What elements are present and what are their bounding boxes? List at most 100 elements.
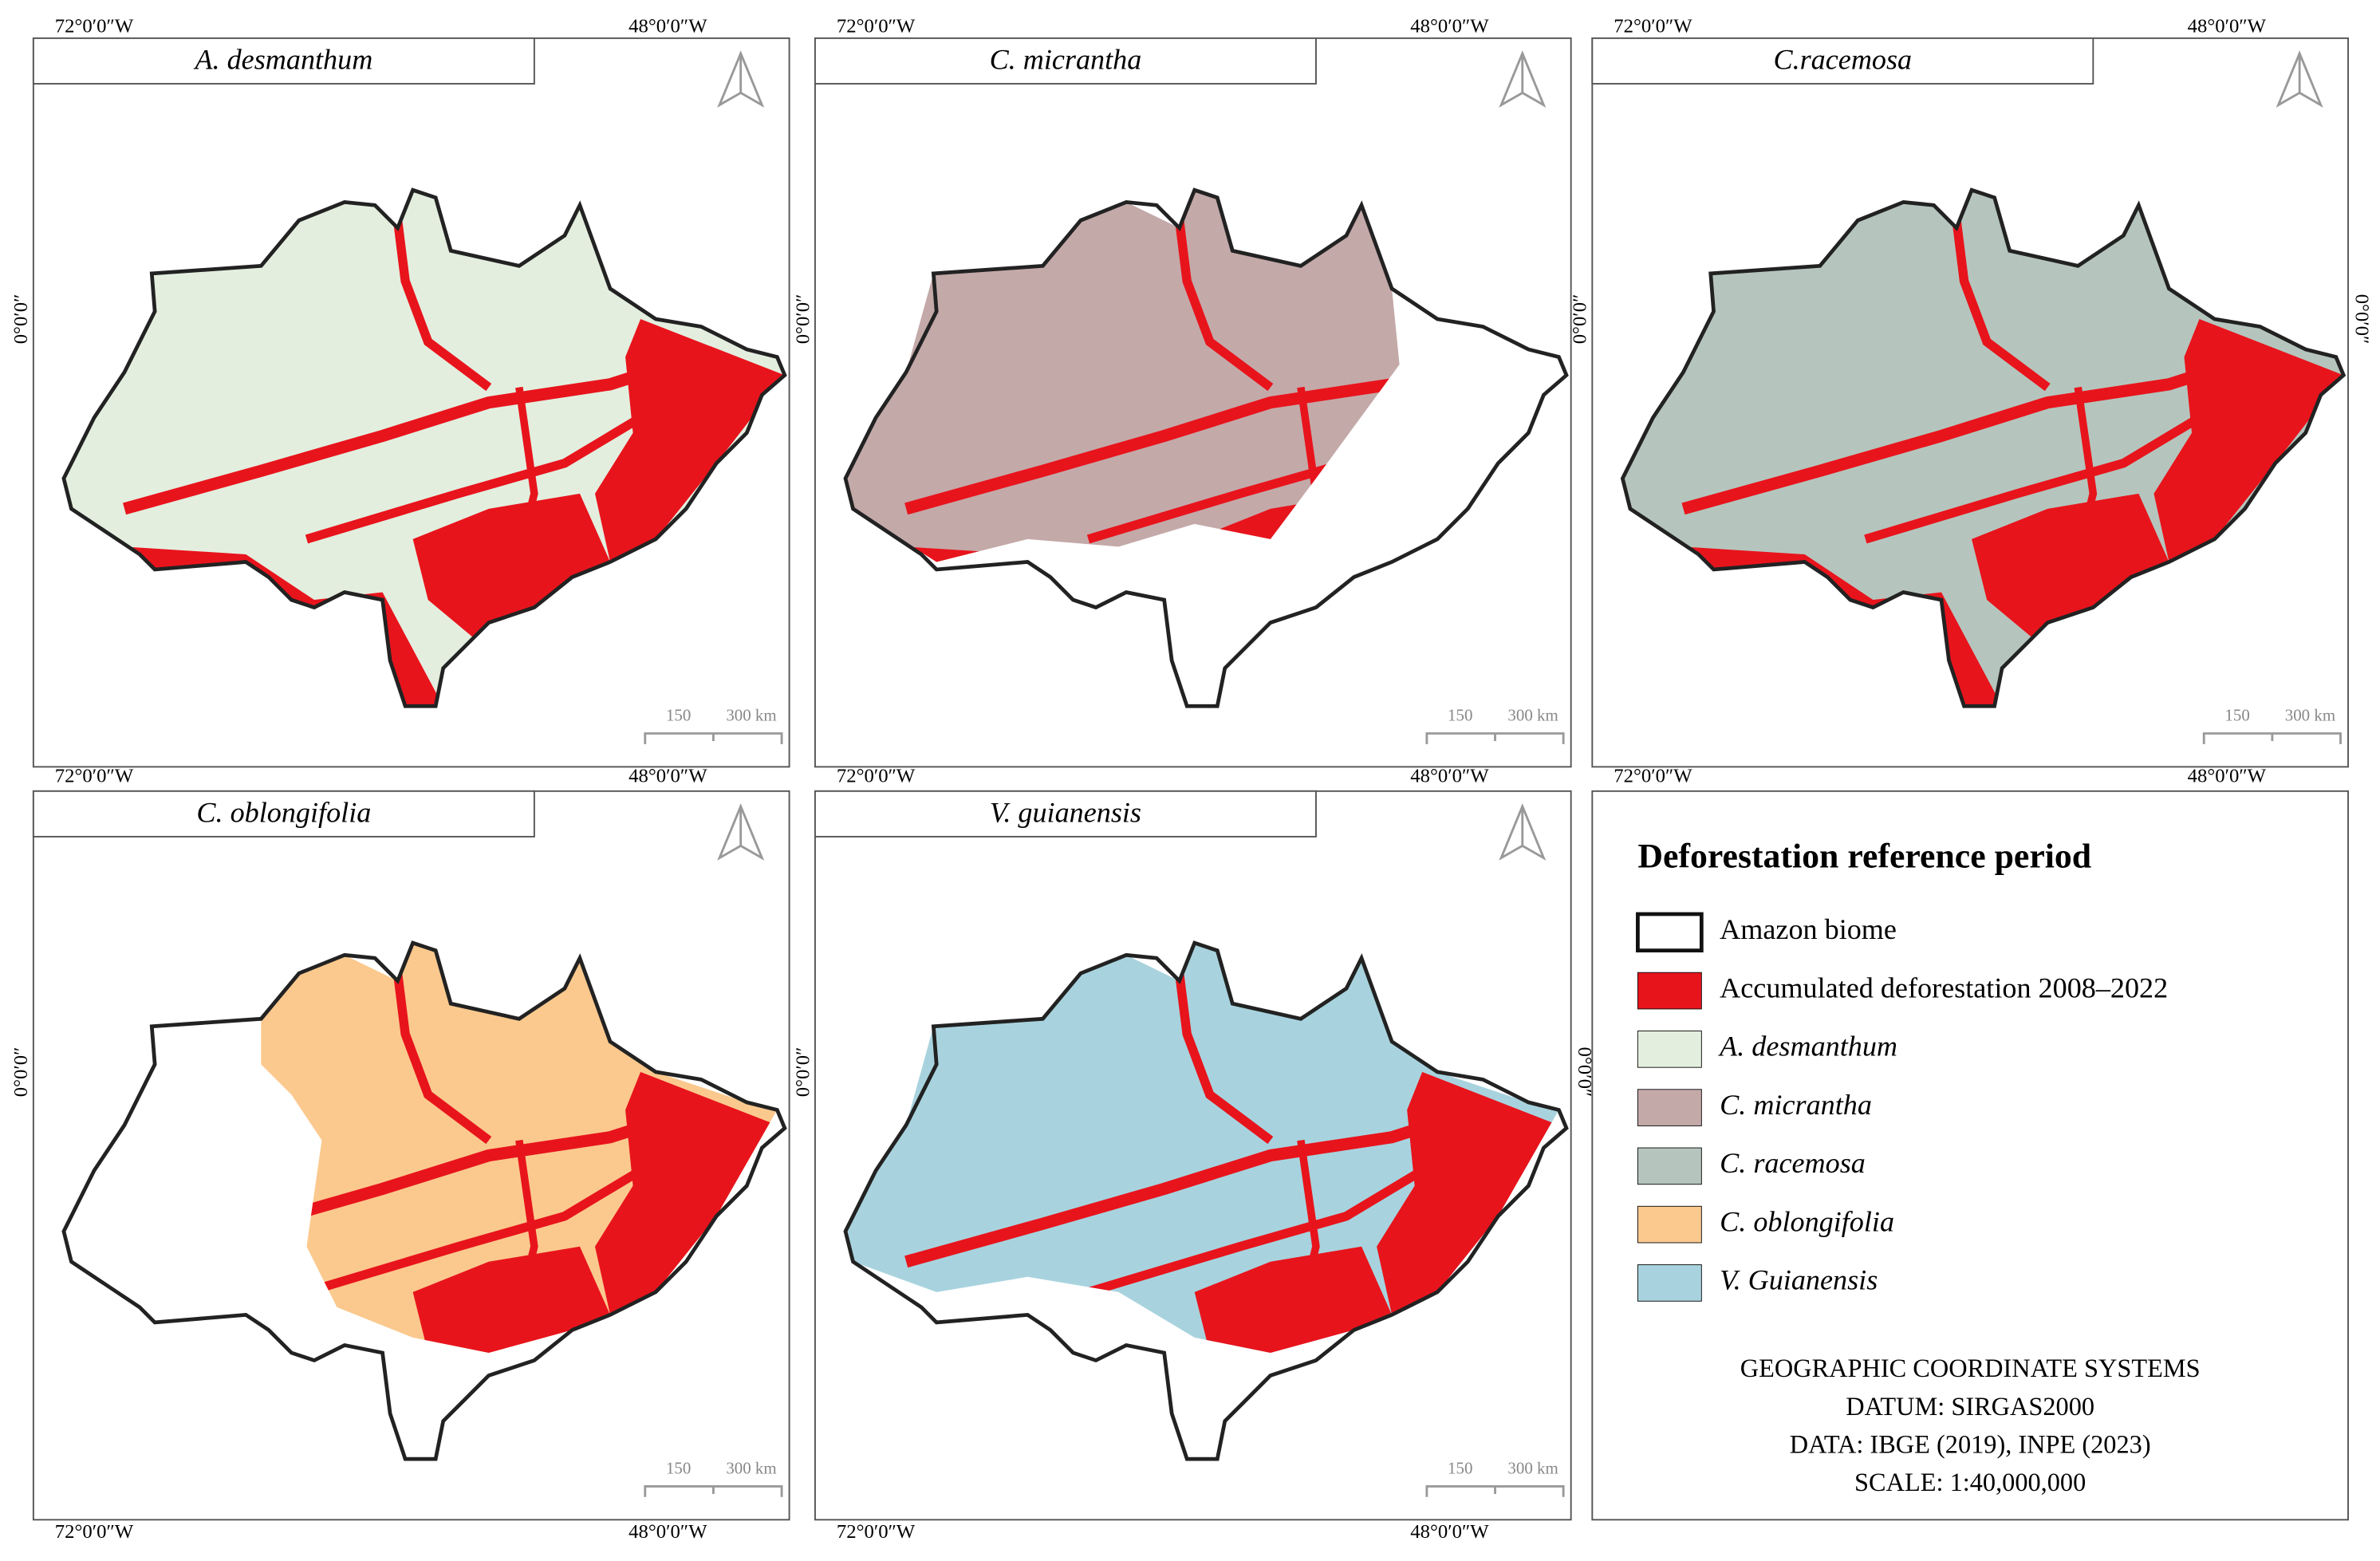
deforestation-area xyxy=(1681,354,2247,515)
deforestation-area xyxy=(904,1107,1470,1268)
scale-label: 150 xyxy=(666,705,691,724)
deforestation-area xyxy=(2074,386,2098,556)
scale-label: 300 km xyxy=(1507,1458,1558,1477)
deforestation-area xyxy=(1972,493,2169,638)
longitude-label: 72°0′0″W xyxy=(1614,15,1692,37)
scale-label: 150 xyxy=(2224,705,2249,724)
legend-label: V. Guianensis xyxy=(1720,1264,1878,1296)
biome-outline xyxy=(1620,187,2347,708)
deforestation-area xyxy=(305,413,644,544)
legend-footer: SCALE: 1:40,000,000 xyxy=(1854,1468,2086,1496)
title-box xyxy=(1591,37,2094,85)
deforestation xyxy=(1681,219,2344,707)
deforestation-area xyxy=(1175,972,1274,1145)
map-panel: A. desmanthum 150 300 km 72°0′0″W 48°0′0″W 72… xyxy=(10,15,790,786)
legend-footer: DATA: IBGE (2019), INPE (2023) xyxy=(1790,1429,2151,1458)
legend-label: Accumulated deforestation 2008–2022 xyxy=(1720,972,2168,1003)
title-box xyxy=(32,790,535,838)
latitude-label: 0°0′0″ xyxy=(792,1047,814,1098)
deforestation-area xyxy=(392,219,492,392)
longitude-label: 48°0′0″W xyxy=(1410,1521,1489,1543)
scale-label: 150 xyxy=(666,1458,691,1477)
legend-label: C. micrantha xyxy=(1720,1089,1872,1121)
title-box xyxy=(814,790,1317,838)
panel-title: C. micrantha xyxy=(990,44,1142,76)
legend-swatch xyxy=(1637,1147,1702,1185)
deforestation-area xyxy=(1194,1246,1393,1353)
longitude-label: 72°0′0″W xyxy=(55,765,134,786)
legend-label: C. oblongifolia xyxy=(1720,1205,1894,1237)
longitude-label: 48°0′0″W xyxy=(2188,765,2267,786)
species-area xyxy=(1622,190,2344,707)
panel-title: C.racemosa xyxy=(1773,44,1912,76)
longitude-label: 48°0′0″W xyxy=(628,765,707,786)
biome-outline xyxy=(61,187,787,708)
longitude-label: 48°0′0″W xyxy=(628,1521,707,1543)
deforestation-area xyxy=(1086,1166,1425,1297)
scale-label: 150 xyxy=(1448,1458,1472,1477)
biome-outline xyxy=(843,940,1569,1461)
longitude-label: 48°0′0″W xyxy=(1410,765,1489,786)
latitude-label: 0°0′0″ xyxy=(10,294,32,345)
deforestation-area xyxy=(412,1246,611,1353)
scale-label: 150 xyxy=(1448,705,1472,724)
legend-title: Deforestation reference period xyxy=(1637,838,2091,876)
legend-swatch xyxy=(1637,1031,1702,1068)
legend-swatch xyxy=(1637,1205,1702,1244)
map-panel: C. micrantha 150 300 km 72°0′0″W 48°0′0″W 72°… xyxy=(792,15,1572,786)
scale-label: 300 km xyxy=(2285,705,2335,724)
legend-footer: DATUM: SIRGAS2000 xyxy=(1846,1392,2094,1421)
map-panel: V. guianensis 150 300 km 72°0′0″W 48°0′0″W 0°… xyxy=(792,790,1595,1543)
scale-label: 300 km xyxy=(726,705,776,724)
species-area xyxy=(845,190,1400,562)
longitude-label: 48°0′0″W xyxy=(628,15,707,37)
legend-frame xyxy=(1591,790,2349,1521)
deforestation-area xyxy=(1864,413,2202,544)
legend-swatch xyxy=(1637,1089,1702,1126)
deforestation-area xyxy=(392,972,492,1145)
deforestation xyxy=(261,972,778,1353)
scale-label: 300 km xyxy=(726,1458,776,1477)
map-panel: C. oblongifolia 150 300 km 72°0′0″W 48°0′0″W… xyxy=(10,790,790,1543)
legend-swatch xyxy=(1636,912,1704,953)
panel-title: A. desmanthum xyxy=(193,44,372,76)
longitude-label: 72°0′0″W xyxy=(55,15,134,37)
deforestation-area xyxy=(1175,219,1274,392)
longitude-label: 72°0′0″W xyxy=(55,1521,134,1543)
title-box xyxy=(32,37,535,85)
deforestation-area xyxy=(123,354,688,515)
deforestation-area xyxy=(305,1166,644,1297)
longitude-label: 48°0′0″W xyxy=(2188,15,2267,37)
latitude-label: 0°0′0″ xyxy=(10,1047,32,1098)
map-panel: C.racemosa 150 300 km 72°0′0″W 48°0′0″W 72°0′… xyxy=(1570,15,2373,786)
deforestation-area xyxy=(1297,1139,1320,1309)
deforestation-area xyxy=(261,1107,688,1268)
species-area xyxy=(63,190,785,707)
legend-swatch xyxy=(1637,972,1702,1010)
panel-title: C. oblongifolia xyxy=(196,797,371,829)
longitude-label: 48°0′0″W xyxy=(1410,15,1489,37)
deforestation-area xyxy=(904,354,1400,515)
legend-label: C. racemosa xyxy=(1720,1147,1866,1179)
longitude-label: 72°0′0″W xyxy=(1614,765,1692,786)
longitude-label: 72°0′0″W xyxy=(837,765,916,786)
latitude-label: 0°0′0″ xyxy=(2351,294,2373,345)
title-box xyxy=(814,37,1317,85)
deforestation-area xyxy=(1952,219,2051,392)
legend-footer: GEOGRAPHIC COORDINATE SYSTEMS xyxy=(1740,1354,2201,1382)
deforestation-area xyxy=(515,386,538,556)
latitude-label: 0°0′0″ xyxy=(792,294,814,345)
panel-title: V. guianensis xyxy=(990,797,1141,829)
deforestation-area xyxy=(515,1139,538,1309)
legend-label: A. desmanthum xyxy=(1718,1031,1897,1062)
biome-outline xyxy=(843,187,1569,708)
deforestation-area xyxy=(412,493,611,638)
longitude-label: 72°0′0″W xyxy=(837,15,916,37)
scale-label: 300 km xyxy=(1507,705,1558,724)
legend-label: Amazon biome xyxy=(1720,913,1897,945)
legend: Deforestation reference period Amazon bio… xyxy=(1591,790,2349,1521)
biome-outline xyxy=(61,940,787,1461)
latitude-label: 0°0′0″ xyxy=(1570,294,1591,345)
